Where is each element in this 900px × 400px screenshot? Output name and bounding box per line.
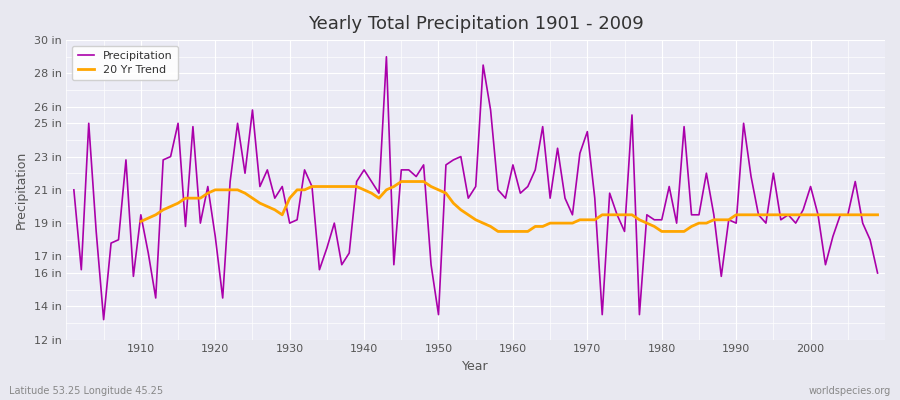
Precipitation bbox=[299, 168, 310, 172]
20 Yr Trend bbox=[872, 212, 883, 217]
Line: Precipitation: Precipitation bbox=[74, 57, 878, 320]
Precipitation bbox=[68, 188, 79, 192]
Legend: Precipitation, 20 Yr Trend: Precipitation, 20 Yr Trend bbox=[72, 46, 178, 80]
20 Yr Trend bbox=[307, 184, 318, 189]
Text: worldspecies.org: worldspecies.org bbox=[809, 386, 891, 396]
Precipitation bbox=[515, 191, 526, 196]
Precipitation bbox=[522, 184, 533, 189]
Precipitation bbox=[381, 54, 392, 59]
20 Yr Trend bbox=[530, 224, 541, 229]
Text: Latitude 53.25 Longitude 45.25: Latitude 53.25 Longitude 45.25 bbox=[9, 386, 163, 396]
Line: 20 Yr Trend: 20 Yr Trend bbox=[140, 182, 877, 232]
20 Yr Trend bbox=[492, 229, 503, 234]
20 Yr Trend bbox=[827, 212, 838, 217]
Precipitation bbox=[612, 212, 623, 217]
20 Yr Trend bbox=[135, 219, 146, 224]
Precipitation bbox=[872, 271, 883, 276]
20 Yr Trend bbox=[396, 179, 407, 184]
Precipitation bbox=[98, 317, 109, 322]
20 Yr Trend bbox=[850, 212, 860, 217]
Y-axis label: Precipitation: Precipitation bbox=[15, 151, 28, 229]
20 Yr Trend bbox=[590, 217, 600, 222]
20 Yr Trend bbox=[277, 212, 288, 217]
Precipitation bbox=[135, 212, 146, 217]
Title: Yearly Total Precipitation 1901 - 2009: Yearly Total Precipitation 1901 - 2009 bbox=[308, 15, 644, 33]
X-axis label: Year: Year bbox=[463, 360, 489, 373]
Precipitation bbox=[344, 251, 355, 256]
